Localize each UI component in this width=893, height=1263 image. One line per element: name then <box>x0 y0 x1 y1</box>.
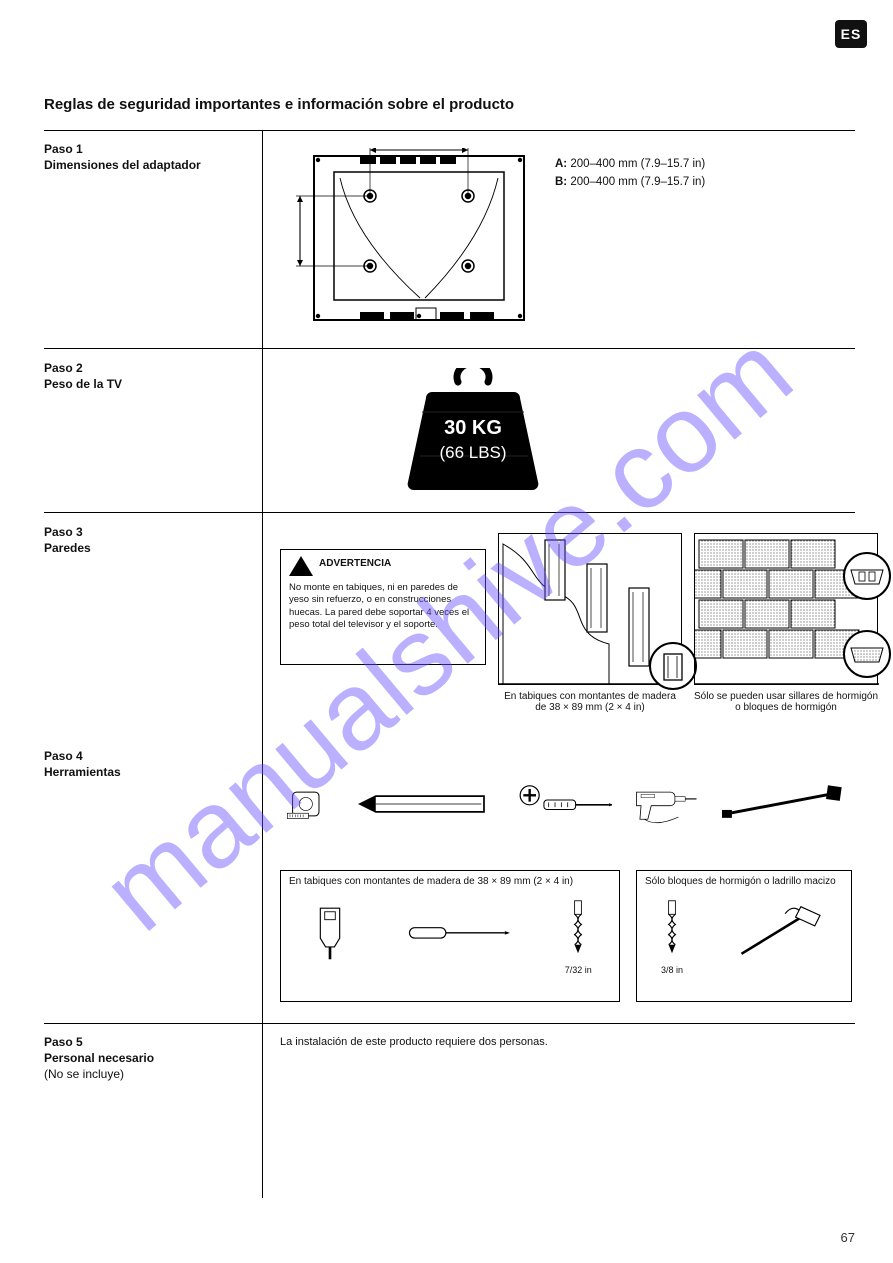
dim-a-label: A: <box>555 158 567 170</box>
drill-bit-size: 3/8 in <box>661 965 683 975</box>
section-title: Dimensiones del adaptador <box>44 158 201 172</box>
wood-stud-caption: En tabiques con montantes de madera de 3… <box>498 691 682 713</box>
detail-circle-icon <box>843 630 891 678</box>
page-number: 67 <box>841 1230 855 1245</box>
tools-panel: En tabiques con montantes de madera de 3… <box>280 758 855 1018</box>
drill-bit-group: 3/8 in <box>661 894 683 975</box>
stud-finder-icon <box>308 899 352 970</box>
tools-row <box>280 764 855 844</box>
weight-icon: 30 KG (66 LBS) <box>388 368 558 498</box>
section-label-personnel: Paso 5 Personal necesario (No se incluye… <box>44 1034 154 1083</box>
detail-circle-icon <box>843 552 891 600</box>
socket-wrench-icon <box>720 778 849 830</box>
drill-bit-group: 7/32 in <box>565 894 592 975</box>
warning-triangle-icon <box>289 556 313 576</box>
warning-body: No monte en tabiques, ni en paredes de y… <box>289 582 477 631</box>
tools-box-title: En tabiques con montantes de madera de 3… <box>289 876 611 887</box>
vertical-divider <box>262 130 263 1198</box>
section-label-tools: Paso 4 Herramientas <box>44 748 121 780</box>
section-title: Herramientas <box>44 765 121 779</box>
section-label-weight: Paso 2 Peso de la TV <box>44 360 122 392</box>
detail-circle-icon <box>649 642 697 690</box>
pencil-icon <box>352 778 497 830</box>
drill-icon <box>632 778 700 830</box>
divider <box>44 1023 855 1024</box>
vesa-diagram <box>280 148 540 334</box>
tape-measure-icon <box>286 778 332 830</box>
page-title: Reglas de seguridad importantes e inform… <box>44 96 514 113</box>
tools-box-wood: En tabiques con montantes de madera de 3… <box>280 870 620 1002</box>
wood-stud-panel <box>498 533 682 685</box>
step-number: Paso 1 <box>44 142 83 156</box>
weight-lbs-text: (66 LBS) <box>439 443 506 462</box>
tools-box-concrete: Sólo bloques de hormigón o ladrillo maci… <box>636 870 852 1002</box>
section-title: Paredes <box>44 541 91 555</box>
concrete-caption: Sólo se pueden usar sillares de hormigón… <box>694 691 878 713</box>
step-number: Paso 4 <box>44 749 83 763</box>
step-number: Paso 2 <box>44 361 83 375</box>
warning-box: ADVERTENCIA No monte en tabiques, ni en … <box>280 549 486 665</box>
vesa-dimensions-text: A: 200–400 mm (7.9–15.7 in) B: 200–400 m… <box>555 155 705 192</box>
section-title: Personal necesario <box>44 1051 154 1065</box>
walls-panel-group: ADVERTENCIA No monte en tabiques, ni en … <box>280 533 855 733</box>
section-title: Peso de la TV <box>44 377 122 391</box>
language-badge: ES <box>835 20 867 48</box>
drill-bit-icon <box>661 894 683 960</box>
dim-b-label: B: <box>555 176 567 188</box>
step-number: Paso 3 <box>44 525 83 539</box>
warning-title: ADVERTENCIA <box>319 558 391 569</box>
awl-icon <box>406 899 510 970</box>
divider <box>44 348 855 349</box>
section-label-walls: Paso 3 Paredes <box>44 524 91 556</box>
weight-kg-text: 30 KG <box>444 417 502 439</box>
hammer-icon <box>731 899 827 970</box>
section-label-vesa: Paso 1 Dimensiones del adaptador <box>44 141 201 173</box>
drill-bit-icon <box>567 894 589 960</box>
section-subtitle: (No se incluye) <box>44 1067 124 1081</box>
dim-a-value: 200–400 mm (7.9–15.7 in) <box>570 158 705 170</box>
divider <box>44 512 855 513</box>
drill-bit-size: 7/32 in <box>565 965 592 975</box>
step-number: Paso 5 <box>44 1035 83 1049</box>
screwdriver-icon <box>517 778 612 830</box>
concrete-panel <box>694 533 878 685</box>
personnel-text: La instalación de este producto requiere… <box>280 1034 855 1051</box>
tools-box-title: Sólo bloques de hormigón o ladrillo maci… <box>645 876 843 887</box>
divider <box>44 130 855 131</box>
dim-b-value: 200–400 mm (7.9–15.7 in) <box>570 176 705 188</box>
